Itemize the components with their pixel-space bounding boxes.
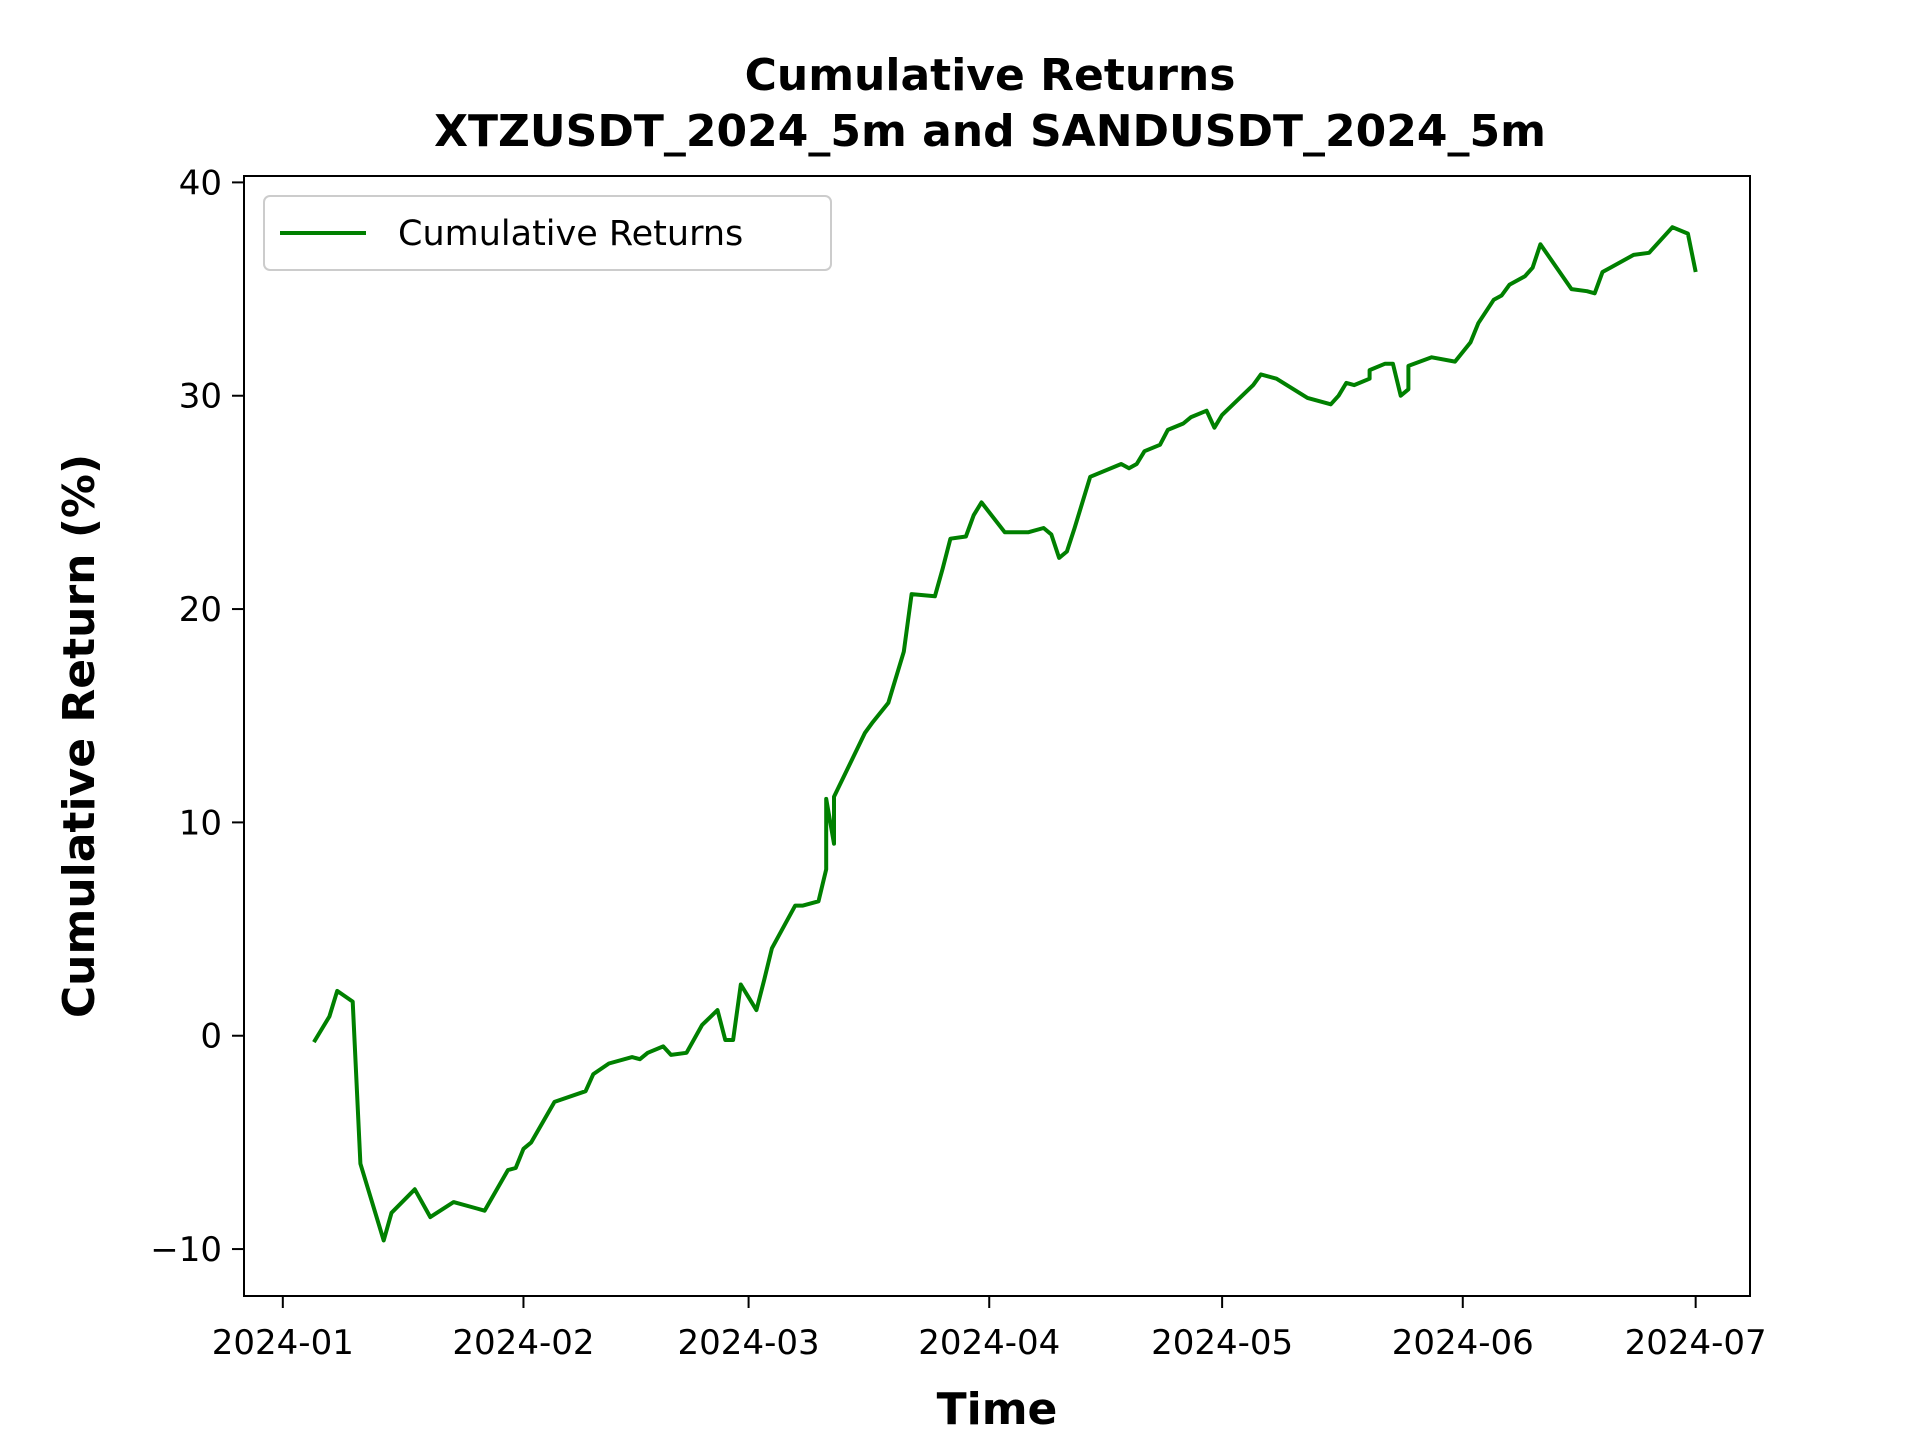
chart-title: Cumulative Returns: [745, 50, 1236, 101]
x-tick-label: 2024-02: [452, 1323, 594, 1363]
y-axis-label: Cumulative Return (%): [54, 454, 105, 1018]
y-tick-label: −10: [150, 1230, 222, 1270]
x-tick-label: 2024-03: [678, 1323, 820, 1363]
legend-box: [263, 195, 832, 271]
series-line-cumulative-returns: [312, 225, 1698, 1243]
x-tick-label: 2024-06: [1392, 1323, 1534, 1363]
y-tick-label: 40: [179, 163, 222, 203]
legend: Cumulative Returns: [263, 195, 832, 271]
y-tick-label: 10: [179, 803, 222, 843]
x-tick-label: 2024-07: [1625, 1323, 1767, 1363]
y-tick-label: 30: [179, 377, 222, 417]
x-tick-label: 2024-05: [1151, 1323, 1293, 1363]
x-axis-label: Time: [937, 1384, 1058, 1435]
x-axis-ticks: 2024-01 2024-02 2024-03 2024-04 2024-05 2024-…: [212, 1296, 1767, 1363]
y-tick-label: 0: [200, 1017, 222, 1057]
chart-subtitle: XTZUSDT_2024_5m and SANDUSDT_2024_5m: [434, 106, 1546, 157]
plot-area: [244, 176, 1750, 1296]
y-tick-label: 20: [179, 590, 222, 630]
x-tick-label: 2024-01: [212, 1323, 354, 1363]
x-tick-label: 2024-04: [918, 1323, 1060, 1363]
series-group: [312, 225, 1698, 1243]
legend-label: Cumulative Returns: [398, 214, 743, 254]
y-axis-ticks: −10 0 10 20 30 40: [150, 163, 244, 1270]
plot-frame: [243, 175, 1751, 1297]
